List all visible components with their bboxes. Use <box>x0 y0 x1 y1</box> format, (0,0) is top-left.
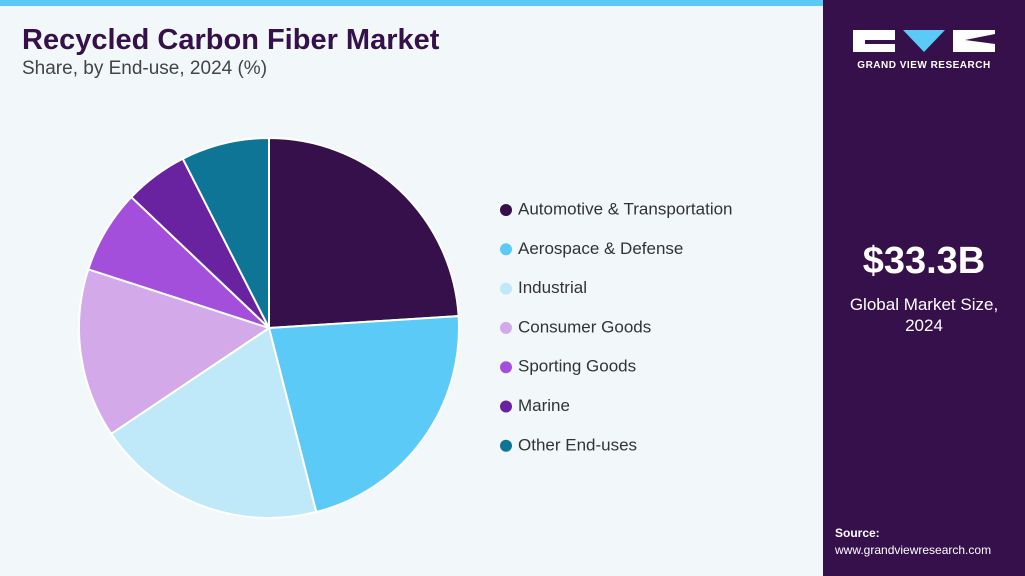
legend-label: Marine <box>518 396 570 415</box>
legend-marker <box>500 439 512 452</box>
legend-label: Automotive & Transportation <box>518 199 733 218</box>
chart-subtitle: Share, by End-use, 2024 (%) <box>22 58 268 79</box>
legend-marker <box>500 243 512 256</box>
legend-marker <box>500 361 512 374</box>
market-size: $33.3B <box>862 240 986 282</box>
source-url: www.grandviewresearch.com <box>835 543 992 557</box>
sidebar: GRAND VIEW RESEARCH $33.3B Global Market… <box>823 0 1025 576</box>
legend-label: Aerospace & Defense <box>518 239 683 258</box>
source-label: Source: <box>835 526 880 540</box>
pie-slice <box>267 315 460 514</box>
legend-marker <box>500 400 512 413</box>
legend-marker <box>500 204 512 216</box>
top-bar <box>0 0 823 6</box>
market-size-label: Global Market Size, 2024 <box>849 295 999 335</box>
logo <box>853 30 995 52</box>
legend-marker <box>500 282 512 295</box>
legend-label: Other End-uses <box>518 435 637 454</box>
pie-slice <box>78 268 272 436</box>
chart: Automotive & Transportation Aerospace & D… <box>78 136 733 519</box>
pie-slice <box>181 136 270 329</box>
brand-name: GRAND VIEW RESEARCH <box>857 60 991 71</box>
legend-marker <box>500 321 512 334</box>
pie-slice <box>109 326 318 519</box>
chart-title: Recycled Carbon Fiber Market <box>22 24 440 56</box>
legend-label: Industrial <box>518 278 587 297</box>
legend-label: Consumer Goods <box>518 317 651 336</box>
pie-slice <box>268 136 460 330</box>
legend-label: Sporting Goods <box>518 357 636 376</box>
